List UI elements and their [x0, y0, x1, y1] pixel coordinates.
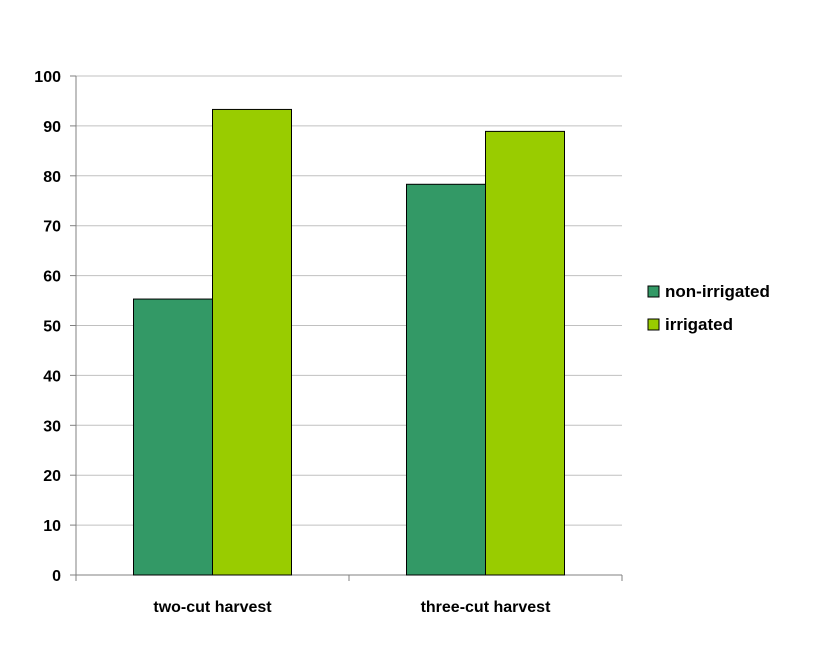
- y-tick-label: 80: [43, 169, 61, 186]
- legend-swatch: [647, 318, 660, 331]
- y-tick-label: 60: [43, 269, 61, 286]
- x-axis-categories: two-cut harvest three-cut harvest: [153, 599, 551, 616]
- legend-label: non-irrigated: [665, 282, 770, 301]
- y-tick-label: 70: [43, 219, 61, 236]
- y-tick-label: 50: [43, 319, 61, 336]
- x-category-label: three-cut harvest: [421, 599, 551, 616]
- y-tick-label: 90: [43, 119, 61, 136]
- y-tick-label: 30: [43, 418, 61, 435]
- y-tick-label: 40: [43, 368, 61, 385]
- y-tick-label: 0: [52, 568, 61, 585]
- bar-non-irrigated-0: [133, 298, 213, 576]
- legend-swatch: [647, 285, 660, 298]
- legend-label: irrigated: [665, 315, 733, 334]
- y-tick-label: 10: [43, 518, 61, 535]
- y-axis-ticks: 0 10 20 30 40 50 60 70 80 90 100: [34, 69, 61, 585]
- x-category-label: two-cut harvest: [153, 599, 272, 616]
- bars: [133, 108, 565, 576]
- y-tick-label: 20: [43, 468, 61, 485]
- bar-irrigated-1: [485, 130, 565, 576]
- y-tick-label: 100: [34, 69, 61, 86]
- bar-irrigated-0: [212, 108, 292, 576]
- bar-non-irrigated-1: [406, 183, 486, 576]
- legend: non-irrigated irrigated: [647, 282, 770, 334]
